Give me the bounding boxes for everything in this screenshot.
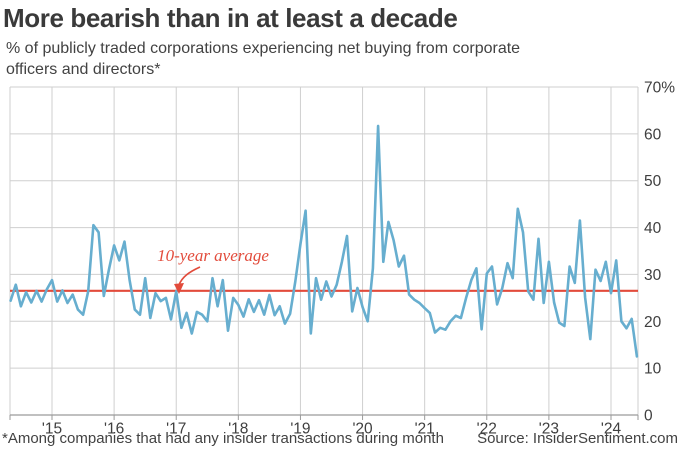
x-tick-label: '18 [228, 421, 248, 438]
x-tick-label: '22 [477, 421, 497, 438]
y-tick-label: 10 [644, 361, 662, 378]
x-tick-label: '17 [166, 421, 186, 438]
x-tick-label: '21 [415, 421, 435, 438]
x-tick-label: '20 [352, 421, 373, 438]
series-line [9, 124, 639, 358]
source-credit: Source: InsiderSentiment.com [477, 430, 678, 447]
x-tick-label: '23 [539, 421, 559, 438]
y-tick-label: 20 [644, 314, 662, 331]
chart-footnote: *Among companies that had any insider tr… [2, 430, 444, 447]
y-tick-label: 40 [644, 220, 662, 237]
y-tick-label: 70% [644, 80, 675, 97]
y-tick-label: 50 [644, 173, 662, 190]
page-title: More bearish than in at least a decade [3, 3, 458, 33]
y-tick-label: 30 [644, 267, 662, 284]
x-tick-label: '24 [601, 421, 622, 438]
subtitle-line-1: % of publicly traded corporations experi… [6, 40, 521, 57]
annotation-arrowhead-icon [174, 283, 184, 294]
x-tick-label: '15 [42, 421, 62, 438]
y-tick-label: 0 [644, 408, 653, 425]
chart-subtitle: % of publicly traded corporations experi… [6, 38, 646, 80]
subtitle-line-2: officers and directors* [6, 61, 161, 78]
y-tick-label: 60 [644, 126, 662, 143]
annotation-arrow [178, 266, 201, 286]
x-tick-label: '19 [290, 421, 310, 438]
x-tick-label: '16 [104, 421, 124, 438]
average-annotation-label: 10-year average [157, 246, 269, 265]
